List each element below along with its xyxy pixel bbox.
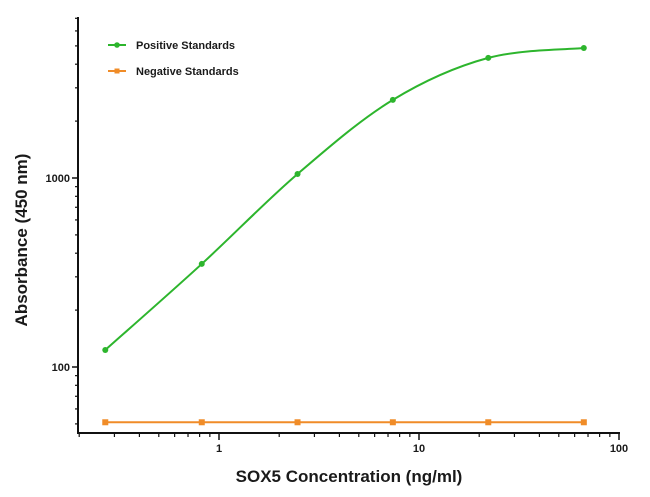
y-axis-title: Absorbance (450 nm) (12, 154, 31, 327)
data-point-positive-standards (198, 260, 205, 267)
legend-label-positive: Positive Standards (136, 40, 235, 52)
x-axis-title: SOX5 Concentration (ng/ml) (236, 467, 463, 486)
data-point-negative-standards (389, 419, 396, 426)
x-tick-label-100: 100 (610, 443, 628, 455)
plot-area (102, 45, 587, 426)
y-axis-ticks (72, 17, 78, 425)
data-point-positive-standards (294, 170, 301, 177)
data-point-positive-standards (485, 54, 492, 61)
data-point-positive-standards (102, 347, 109, 354)
data-point-negative-standards (580, 419, 587, 426)
x-tick-label-1: 1 (216, 443, 222, 455)
x-tick-label-10: 10 (413, 443, 425, 455)
axes: 1000 100 1 10 100 SOX5 Concentration (ng… (12, 17, 628, 486)
series-line-positive-standards (104, 47, 584, 351)
data-point-negative-standards (294, 419, 301, 426)
x-axis-ticks (78, 433, 620, 440)
legend-marker-square-icon (114, 68, 120, 74)
legend-label-negative: Negative Standards (136, 66, 239, 78)
legend-item-negative-standards: Negative Standards (108, 66, 239, 78)
y-tick-label-100: 100 (52, 362, 70, 374)
legend: Positive Standards Negative Standards (108, 40, 239, 78)
legend-marker-circle-icon (114, 42, 120, 48)
data-point-negative-standards (485, 419, 492, 426)
y-tick-label-1000: 1000 (46, 173, 70, 185)
legend-item-positive-standards: Positive Standards (108, 40, 235, 52)
data-point-negative-standards (198, 419, 205, 426)
data-point-negative-standards (102, 419, 109, 426)
data-point-positive-standards (580, 45, 587, 52)
data-point-positive-standards (389, 96, 396, 103)
